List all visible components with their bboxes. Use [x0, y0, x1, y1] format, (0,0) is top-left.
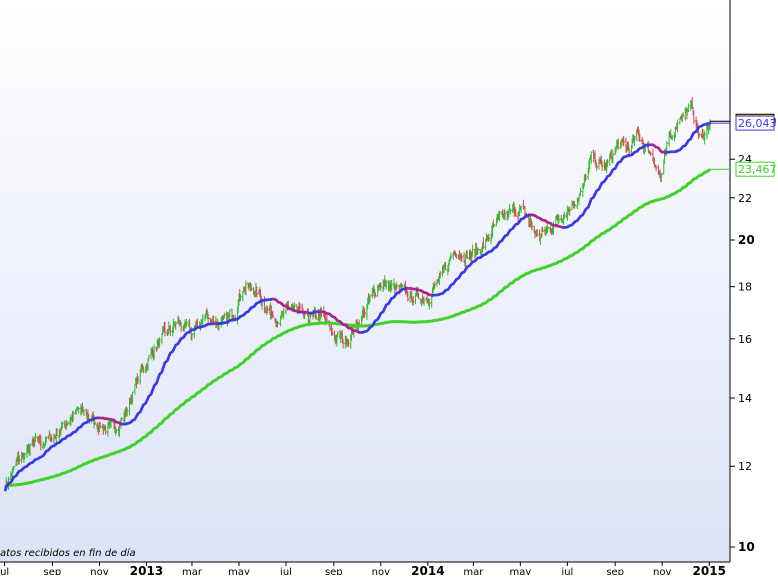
x-tick-label: mar — [463, 567, 484, 575]
x-tick-label: sep — [325, 567, 343, 575]
y-tick-label: 12 — [738, 460, 752, 473]
y-tick-label: 16 — [738, 333, 752, 346]
y-tick-label: 20 — [738, 233, 755, 247]
footnote: atos recibidos en fin de día — [0, 547, 136, 559]
last-value-label: 23,467 — [738, 163, 777, 176]
x-tick-label: jul — [560, 567, 573, 575]
x-tick-label: 2015 — [693, 564, 726, 575]
x-axis-ticks: ul sep nov 2013 mar may jul sep nov 2014 mar may jul… — [0, 562, 726, 575]
x-tick-label: nov — [372, 567, 390, 575]
x-tick-label: jul — [279, 567, 292, 575]
y-tick-label: 22 — [738, 192, 752, 205]
x-tick-label: nov — [90, 567, 108, 575]
y-tick-label: 18 — [738, 281, 752, 294]
x-tick-label: sep — [606, 567, 624, 575]
x-tick-label: 2014 — [411, 564, 444, 575]
plot-background — [0, 0, 730, 562]
y-tick-label: 10 — [738, 540, 755, 554]
y-tick-label: 14 — [738, 392, 752, 405]
x-tick-label: ul — [0, 567, 9, 575]
last-value-label: 26,043 — [738, 117, 777, 130]
x-tick-label: may — [509, 567, 531, 575]
x-tick-label: nov — [653, 567, 671, 575]
x-tick-label: may — [228, 567, 250, 575]
x-tick-label: sep — [44, 567, 62, 575]
x-tick-label: mar — [182, 567, 203, 575]
x-tick-label: 2013 — [130, 564, 163, 575]
